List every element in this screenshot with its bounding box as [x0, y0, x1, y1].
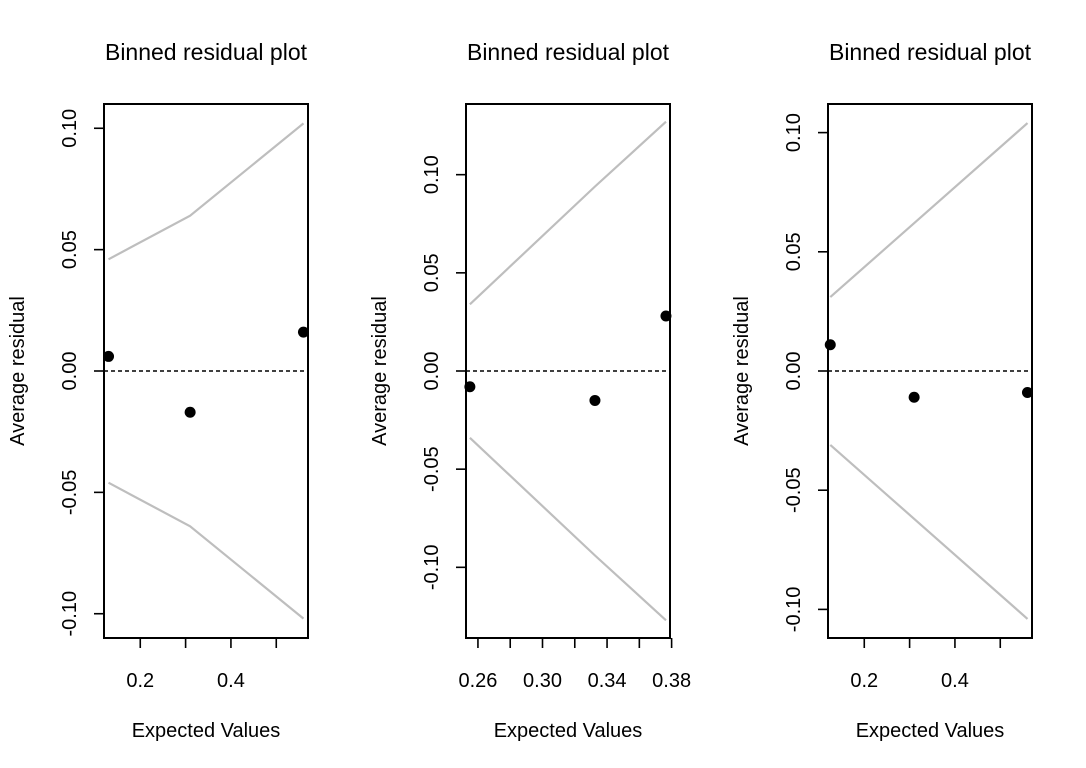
upper-bound-line [829, 122, 1029, 298]
x-tick-label: 0.2 [850, 670, 878, 692]
y-tick-label: 0.00 [59, 352, 81, 391]
y-axis-label: Average residual [369, 296, 391, 446]
chart-panel-2: Binned residual plot 0.26 0.30 0.34 0.38 -0.1… [369, 39, 691, 742]
y-tick-label: 0.10 [421, 155, 443, 194]
x-tick-label: 0.4 [941, 670, 969, 692]
lower-bound-line [469, 436, 667, 622]
y-tick-label: -0.10 [783, 587, 805, 633]
y-tick-label: -0.10 [59, 591, 81, 637]
chart-panel-1: Binned residual plot 0.2 0.4 -0.10 -0.05 0.00… [7, 39, 309, 742]
data-point [184, 406, 196, 418]
data-point [824, 339, 836, 351]
data-point [589, 394, 601, 406]
x-tick-label: 0.30 [523, 670, 562, 692]
y-tick-label: 0.05 [421, 253, 443, 292]
y-tick-label: -0.05 [783, 467, 805, 513]
chart-title: Binned residual plot [467, 39, 670, 65]
y-tick-label: -0.10 [421, 545, 443, 591]
lower-bound-line [829, 444, 1029, 620]
y-tick-label: -0.05 [59, 470, 81, 516]
y-tick-label: 0.05 [783, 232, 805, 271]
x-tick-label: 0.4 [217, 670, 245, 692]
chart-title: Binned residual plot [829, 39, 1032, 65]
x-tick-label: 0.34 [588, 670, 627, 692]
x-tick-label: 0.26 [458, 670, 497, 692]
y-tick-label: 0.10 [59, 109, 81, 148]
data-point [103, 350, 115, 362]
y-tick-label: 0.00 [783, 352, 805, 391]
lower-bound-line [107, 481, 305, 620]
x-axis-label: Expected Values [494, 720, 643, 742]
upper-bound-line [469, 120, 667, 306]
x-axis-label: Expected Values [132, 720, 281, 742]
x-axis-label: Expected Values [856, 720, 1005, 742]
data-point [464, 381, 476, 393]
chart-panel-3: Binned residual plot 0.2 0.4 -0.10 -0.05 0.00… [731, 39, 1033, 742]
x-tick-label: 0.2 [126, 670, 154, 692]
y-tick-label: -0.05 [421, 446, 443, 492]
data-point [297, 326, 309, 338]
chart-title: Binned residual plot [105, 39, 308, 65]
y-tick-label: 0.10 [783, 113, 805, 152]
data-point [908, 391, 920, 403]
y-tick-label: 0.05 [59, 230, 81, 269]
y-axis-label: Average residual [7, 296, 29, 446]
data-point [1021, 386, 1033, 398]
data-point [660, 310, 672, 322]
upper-bound-line [107, 122, 305, 261]
y-tick-label: 0.00 [421, 352, 443, 391]
y-axis-label: Average residual [731, 296, 753, 446]
x-tick-label: 0.38 [652, 670, 691, 692]
